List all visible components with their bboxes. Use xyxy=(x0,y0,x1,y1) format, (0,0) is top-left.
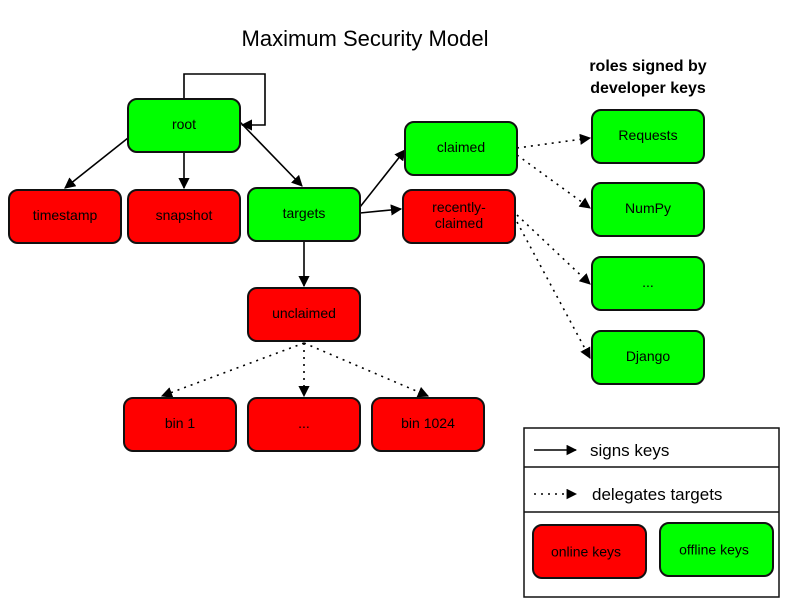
legend-offline-swatch xyxy=(659,522,774,577)
edge-claimed-to-numpy xyxy=(516,154,591,209)
edge-root-to-targets xyxy=(239,121,303,187)
node-label: timestamp xyxy=(33,207,98,223)
node-label: NumPy xyxy=(625,200,671,216)
edge-recently-claimed-to-django xyxy=(516,221,591,359)
edge-targets-to-claimed xyxy=(359,149,406,208)
legend-offline-label: offline keys xyxy=(679,542,749,558)
node-label: unclaimed xyxy=(272,305,336,321)
node-box xyxy=(404,121,518,176)
legend-delegates-label: delegates targets xyxy=(592,485,722,504)
node-requests: Requests xyxy=(591,109,705,164)
node-box xyxy=(8,189,122,244)
node-bin-1: bin 1 xyxy=(123,397,237,452)
node-targets: targets xyxy=(247,187,361,242)
edge-unclaimed-to-bin-1 xyxy=(160,342,305,398)
node-label: ... xyxy=(298,415,310,431)
node-bin-ellipsis: ... xyxy=(247,397,361,452)
node-dev-ellipsis: ... xyxy=(591,256,705,311)
node-label: bin 1 xyxy=(165,415,196,431)
node-label: Django xyxy=(626,348,671,364)
node-box xyxy=(123,397,237,452)
node-label: recently- xyxy=(432,199,486,215)
node-box xyxy=(591,109,705,164)
edge-root-to-root xyxy=(183,73,266,131)
node-label: targets xyxy=(283,205,326,221)
edge-recently-claimed-to-dev-ellipsis xyxy=(516,214,591,285)
node-snapshot: snapshot xyxy=(127,189,241,244)
roles-heading-line2: developer keys xyxy=(590,80,706,97)
legend-online-swatch xyxy=(532,524,647,579)
node-box xyxy=(247,397,361,452)
node-unclaimed: unclaimed xyxy=(247,287,361,342)
node-box xyxy=(591,330,705,385)
node-timestamp: timestamp xyxy=(8,189,122,244)
node-label: root xyxy=(172,116,196,132)
node-box xyxy=(127,98,241,153)
legend-signs-label: signs keys xyxy=(590,441,669,460)
node-label: ... xyxy=(642,274,654,290)
roles-heading-line1: roles signed by xyxy=(589,58,706,75)
node-root: root xyxy=(127,98,241,153)
node-box xyxy=(402,189,516,244)
node-box xyxy=(127,189,241,244)
node-box xyxy=(371,397,485,452)
node-bin-1024: bin 1024 xyxy=(371,397,485,452)
node-recently-claimed: recently-claimed xyxy=(402,189,516,244)
node-box xyxy=(247,287,361,342)
edge-claimed-to-requests xyxy=(516,133,592,149)
edge-targets-to-recently-claimed xyxy=(359,204,403,216)
node-numpy: NumPy xyxy=(591,182,705,237)
legend: signs keys delegates targets online keys… xyxy=(523,427,780,598)
edge-root-to-timestamp xyxy=(64,137,129,189)
edge-unclaimed-to-bin-1024 xyxy=(303,342,430,398)
node-box xyxy=(591,182,705,237)
node-claimed: claimed xyxy=(404,121,518,176)
node-label: snapshot xyxy=(156,207,213,223)
node-label: bin 1024 xyxy=(401,415,455,431)
node-label: Requests xyxy=(618,127,677,143)
node-box xyxy=(247,187,361,242)
node-label: claimed xyxy=(437,139,485,155)
node-label: claimed xyxy=(435,215,483,231)
edges xyxy=(64,73,592,398)
legend-online-label: online keys xyxy=(551,544,621,560)
node-django: Django xyxy=(591,330,705,385)
diagram-title: Maximum Security Model xyxy=(242,26,489,51)
node-box xyxy=(591,256,705,311)
